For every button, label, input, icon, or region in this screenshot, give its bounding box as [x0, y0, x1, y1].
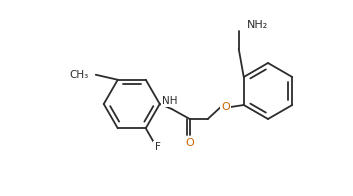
Text: NH: NH	[162, 96, 178, 106]
Text: CH₃: CH₃	[70, 70, 89, 80]
Text: NH₂: NH₂	[247, 20, 268, 30]
Text: F: F	[155, 142, 161, 152]
Text: O: O	[185, 138, 194, 148]
Text: O: O	[221, 102, 230, 112]
